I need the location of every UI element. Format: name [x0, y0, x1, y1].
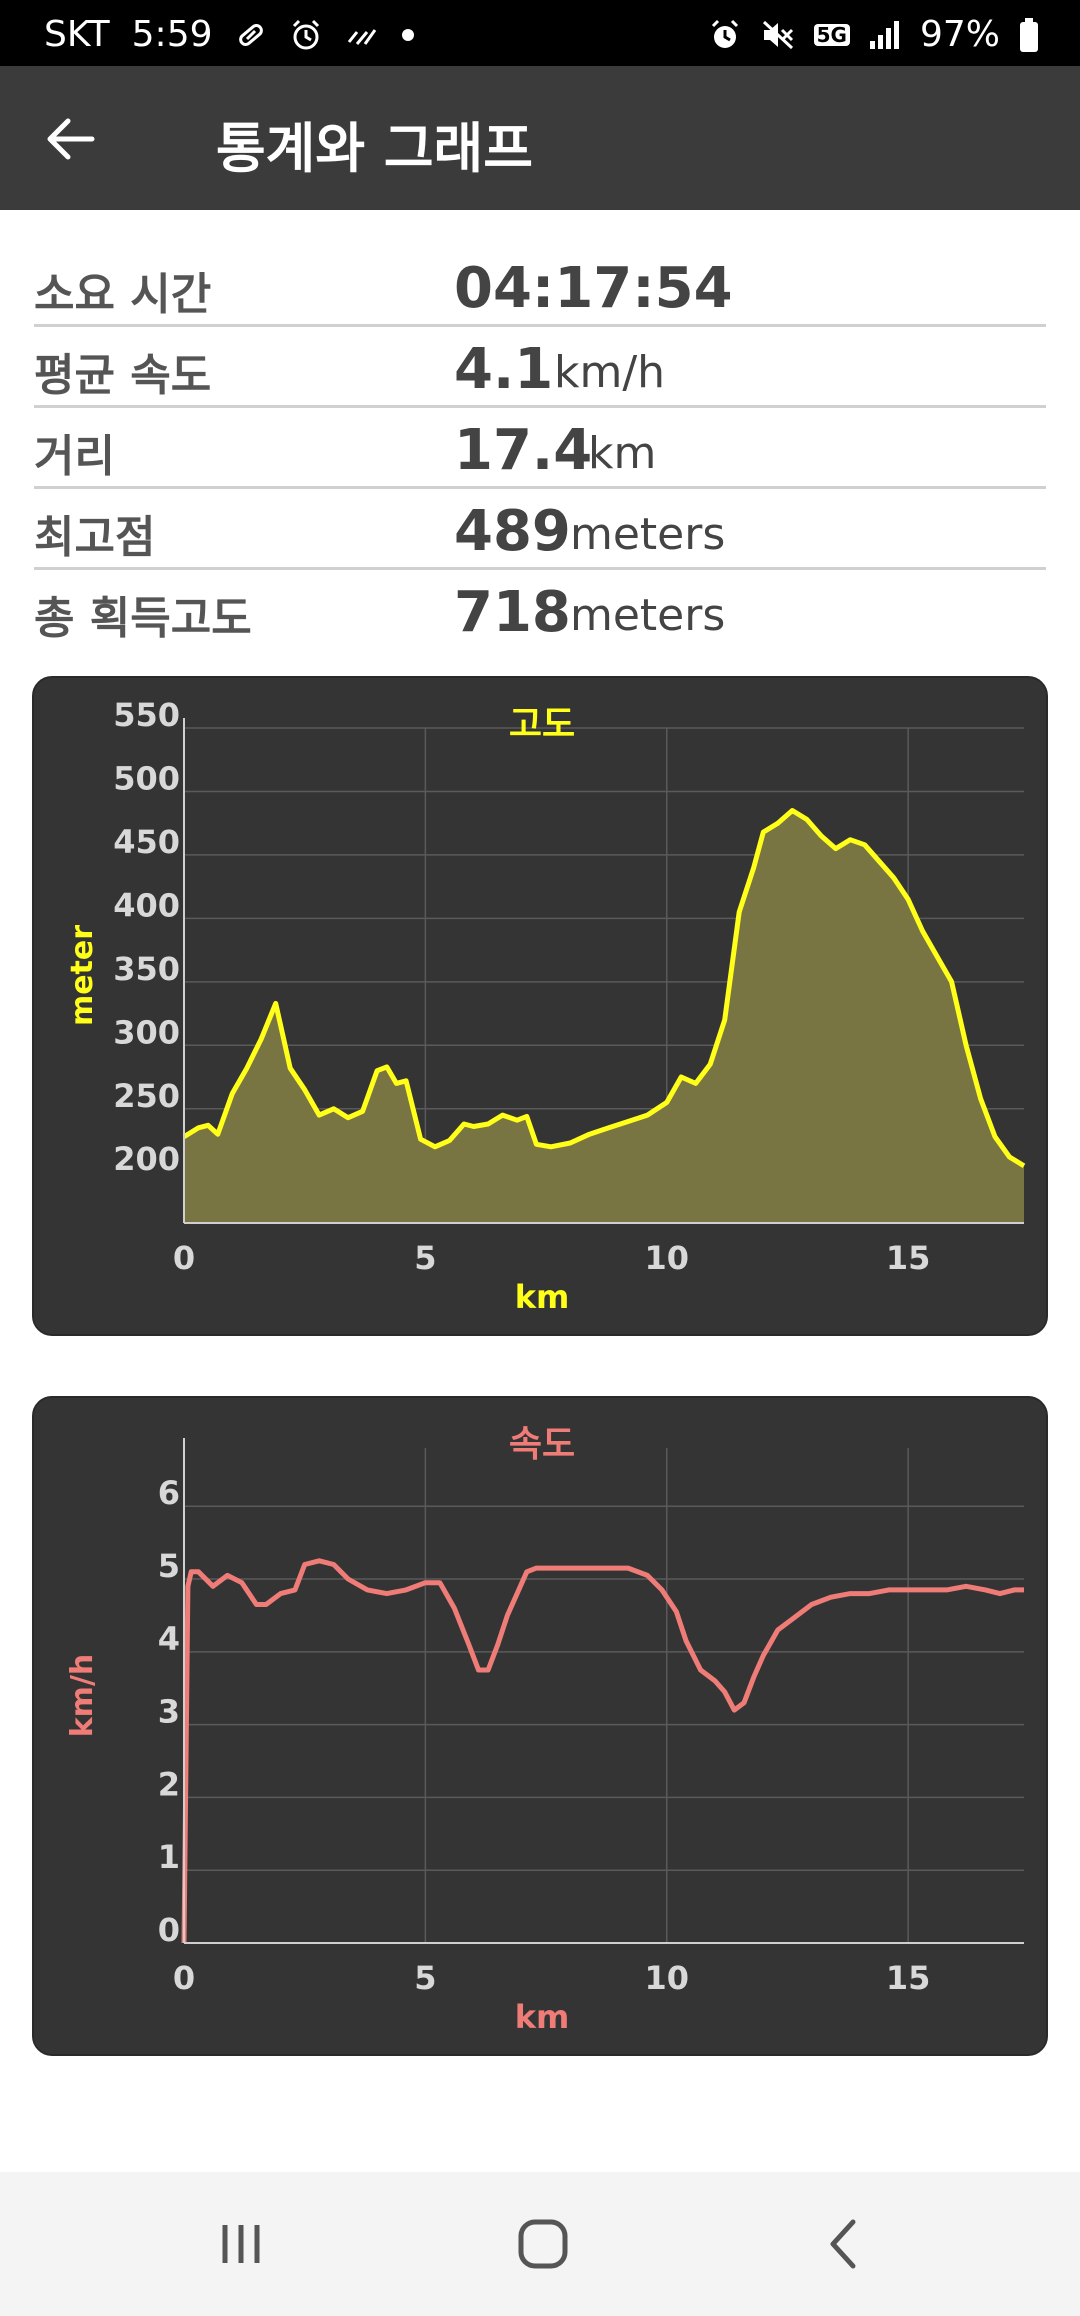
- y-tick-label: 5: [158, 1547, 180, 1585]
- recent-apps-button[interactable]: [181, 2202, 301, 2286]
- elevation-chart: 200 250 300 350 400 450 500 550 0 5 10 15 고도 km meter: [65, 696, 1026, 1316]
- stat-unit: km: [588, 428, 657, 479]
- x-axis-label: km: [515, 1998, 570, 2036]
- y-tick-label: 500: [113, 759, 180, 797]
- alarm-icon: [708, 18, 742, 52]
- y-tick-label: 300: [113, 1013, 180, 1051]
- status-right: 5G 97%: [708, 14, 1040, 55]
- speed-chart: 0 1 2 3 4 5 6 0 5 10 15 속도 km km/h: [65, 1424, 1024, 2036]
- series-line: [181, 1558, 1024, 1944]
- stat-unit: meters: [570, 509, 726, 560]
- x-tick-label: 0: [173, 1959, 195, 1997]
- stat-label: 최고점: [34, 512, 156, 563]
- stats-table: 소요 시간 04:17:54 평균 속도 4.1 km/h 거리 17.4 km…: [34, 246, 1046, 651]
- chart-title: 속도: [509, 1424, 575, 1465]
- stat-row-avg-speed: 평균 속도 4.1 km/h: [34, 327, 1046, 408]
- battery-icon: [1018, 17, 1040, 53]
- home-button[interactable]: [483, 2202, 603, 2286]
- stat-unit: km/h: [554, 347, 666, 398]
- elevation-chart-card: 200 250 300 350 400 450 500 550 0 5 10 15 고도 km meter: [32, 676, 1048, 1336]
- y-tick-label: 6: [158, 1474, 180, 1512]
- x-tick-label: 5: [414, 1239, 436, 1277]
- dot-icon: [401, 28, 415, 42]
- x-tick-label: 0: [173, 1239, 195, 1277]
- x-tick-label: 15: [886, 1959, 931, 1997]
- home-icon: [518, 2219, 568, 2269]
- clock: 5:59: [131, 14, 213, 55]
- battery-label: 97%: [919, 14, 1000, 55]
- signal-icon: [868, 19, 902, 51]
- y-tick-label: 400: [113, 886, 180, 924]
- speed-chart-card: 0 1 2 3 4 5 6 0 5 10 15 속도 km km/h: [32, 1396, 1048, 2056]
- network-label: 5G: [813, 23, 850, 46]
- signal-lines-icon: [345, 20, 379, 50]
- x-tick-label: 10: [644, 1239, 689, 1277]
- stat-row-total-gain: 총 획득고도 718 meters: [34, 570, 1046, 651]
- stat-label: 소요 시간: [34, 269, 212, 320]
- y-tick-label: 350: [113, 950, 180, 988]
- y-tick-label: 450: [113, 823, 180, 861]
- area-fill: [184, 810, 1024, 1223]
- stat-label: 거리: [34, 431, 115, 482]
- stat-value: 04:17:54: [454, 256, 733, 321]
- stat-value: 489: [454, 499, 571, 564]
- y-tick-label: 3: [158, 1693, 180, 1731]
- navigation-bar: [0, 2172, 1080, 2316]
- stat-row-max-elevation: 최고점 489 meters: [34, 489, 1046, 570]
- arrow-left-icon: [47, 118, 95, 160]
- y-tick-label: 0: [158, 1911, 180, 1949]
- series-line: [182, 808, 1026, 1169]
- y-tick-label: 4: [158, 1620, 180, 1658]
- recent-apps-icon: [222, 2225, 260, 2263]
- x-axis-label: km: [515, 1278, 570, 1316]
- stat-unit: meters: [570, 590, 726, 641]
- back-nav-button[interactable]: [785, 2202, 905, 2286]
- stat-label: 평균 속도: [34, 350, 212, 401]
- y-tick-label: 2: [158, 1765, 180, 1803]
- stat-label: 총 획득고도: [34, 593, 252, 644]
- stat-row-distance: 거리 17.4 km: [34, 408, 1046, 489]
- x-tick-label: 10: [644, 1959, 689, 1997]
- mute-icon: [760, 18, 796, 52]
- stat-value: 718: [454, 580, 571, 645]
- y-axis-label: meter: [65, 925, 100, 1026]
- status-left: SKT 5:59: [44, 14, 415, 55]
- y-tick-label: 200: [113, 1140, 180, 1178]
- pill-icon: [235, 19, 267, 51]
- status-bar: SKT 5:59 5G 97%: [0, 0, 1080, 66]
- 5g-icon: 5G: [813, 23, 850, 46]
- stat-value: 17.4: [454, 418, 593, 483]
- y-tick-label: 250: [113, 1077, 180, 1115]
- stat-row-duration: 소요 시간 04:17:54: [34, 246, 1046, 327]
- y-tick-label: 1: [158, 1838, 180, 1876]
- y-axis-label: km/h: [65, 1654, 100, 1738]
- stat-value: 4.1: [454, 337, 554, 402]
- page-title: 통계와 그래프: [216, 117, 533, 180]
- x-tick-label: 5: [414, 1959, 436, 1997]
- chart-title: 고도: [509, 704, 575, 745]
- x-tick-label: 15: [886, 1239, 931, 1277]
- y-tick-label: 550: [113, 696, 180, 734]
- app-bar: 통계와 그래프: [0, 66, 1080, 210]
- back-button[interactable]: [40, 104, 130, 174]
- alarm-icon: [289, 18, 323, 52]
- back-chevron-icon: [830, 2219, 856, 2269]
- carrier-label: SKT: [44, 14, 110, 55]
